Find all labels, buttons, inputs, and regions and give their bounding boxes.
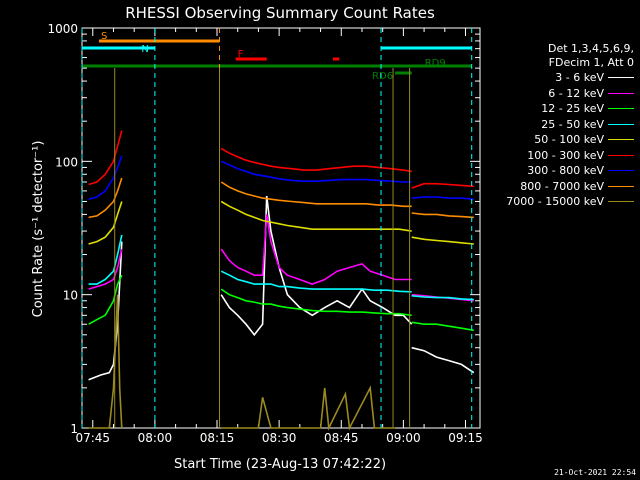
plot-frame bbox=[81, 27, 481, 429]
legend-header-2: FDecim 1, Att 0 bbox=[548, 56, 634, 69]
series-line bbox=[88, 294, 123, 429]
legend-item: 300 - 800 keV bbox=[478, 163, 634, 179]
y-axis-label: Count Rate (s⁻¹ detector⁻¹) bbox=[31, 141, 46, 318]
legend-swatch bbox=[608, 139, 634, 141]
legend-label: 7000 - 15000 keV bbox=[506, 195, 604, 209]
legend-swatch bbox=[608, 170, 634, 172]
x-tick-label: 09:15 bbox=[448, 431, 483, 445]
marker-lines bbox=[81, 28, 473, 428]
series-line bbox=[88, 201, 123, 245]
x-tick-label: 07:45 bbox=[75, 431, 110, 445]
generation-timestamp: 21-Oct-2021 22:54 bbox=[554, 468, 636, 477]
series-line bbox=[220, 195, 413, 337]
series-line bbox=[220, 147, 412, 173]
status-bar-label: RD9 bbox=[425, 58, 446, 69]
x-axis-label: Start Time (23-Aug-13 07:42:22) bbox=[174, 457, 386, 472]
y-tick-label: 100 bbox=[55, 155, 78, 169]
legend-entries: 3 - 6 keV 6 - 12 keV 12 - 25 keV 25 - 50 ke… bbox=[478, 70, 634, 210]
series-line bbox=[88, 177, 123, 219]
legend-item: 7000 - 15000 keV bbox=[478, 194, 634, 210]
x-tick-label: 08:45 bbox=[324, 431, 359, 445]
legend-item: 25 - 50 keV bbox=[478, 117, 634, 133]
y-tick-label: 1000 bbox=[47, 22, 78, 36]
legend-swatch bbox=[608, 108, 634, 110]
x-tick-label: 08:15 bbox=[200, 431, 235, 445]
status-bar-label: RD6 bbox=[372, 71, 393, 82]
series-line bbox=[411, 182, 474, 189]
series-line bbox=[411, 212, 474, 219]
status-bar-label: F bbox=[238, 49, 244, 60]
series-line bbox=[220, 160, 412, 183]
series-line bbox=[88, 234, 123, 285]
legend-label: 6 - 12 keV bbox=[548, 86, 604, 100]
legend-item: 800 - 7000 keV bbox=[478, 179, 634, 195]
series-line bbox=[221, 385, 396, 431]
legend-swatch bbox=[608, 77, 634, 79]
legend-label: 800 - 7000 keV bbox=[520, 179, 604, 193]
chart-title: RHESSI Observing Summary Count Rates bbox=[125, 4, 435, 22]
legend-label: 25 - 50 keV bbox=[541, 117, 604, 131]
legend-label: 12 - 25 keV bbox=[541, 102, 604, 116]
legend-swatch bbox=[608, 154, 634, 156]
x-tick-label: 08:30 bbox=[262, 431, 297, 445]
series-line bbox=[220, 200, 412, 232]
legend-label: 50 - 100 keV bbox=[534, 133, 604, 147]
legend-item: 3 - 6 keV bbox=[478, 70, 634, 86]
y-tick-label: 1 bbox=[70, 422, 78, 436]
series-line bbox=[411, 196, 474, 200]
y-tick-label: 10 bbox=[63, 289, 78, 303]
legend-label: 3 - 6 keV bbox=[555, 71, 604, 85]
series-lines bbox=[88, 130, 475, 431]
x-tick-label: 09:00 bbox=[386, 431, 421, 445]
plot-area: 1 10 100 1000 07:45 08:00 08:15 08:30 08:45 09:00… bbox=[47, 22, 482, 445]
status-bar-label: N bbox=[141, 44, 148, 55]
legend-item: 100 - 300 keV bbox=[478, 148, 634, 164]
legend-label: 300 - 800 keV bbox=[527, 164, 604, 178]
series-line bbox=[220, 288, 412, 317]
legend-header-1: Det 1,3,4,5,6,9, bbox=[547, 42, 634, 55]
series-line bbox=[411, 295, 474, 301]
series-line bbox=[220, 270, 412, 293]
series-line bbox=[220, 214, 412, 285]
series-line bbox=[411, 321, 474, 332]
series-line bbox=[88, 130, 123, 186]
series-line bbox=[88, 248, 123, 290]
legend-swatch bbox=[608, 185, 634, 187]
status-bars: S N F RD9 RD6 bbox=[82, 31, 472, 82]
legend-label: 100 - 300 keV bbox=[527, 148, 604, 162]
legend-item: 6 - 12 keV bbox=[478, 86, 634, 102]
series-line bbox=[220, 181, 412, 208]
legend-swatch bbox=[608, 201, 634, 203]
legend-item: 12 - 25 keV bbox=[478, 101, 634, 117]
legend-swatch bbox=[608, 123, 634, 125]
series-line bbox=[88, 274, 123, 325]
series-line bbox=[411, 346, 475, 374]
series-line bbox=[88, 155, 123, 200]
x-tick-label: 08:00 bbox=[138, 431, 173, 445]
legend-item: 50 - 100 keV bbox=[478, 132, 634, 148]
chart-legend: Det 1,3,4,5,6,9, FDecim 1, Att 0 3 - 6 k… bbox=[478, 42, 634, 210]
series-line bbox=[411, 236, 474, 245]
status-bar-label: S bbox=[101, 31, 107, 42]
legend-swatch bbox=[608, 92, 634, 94]
